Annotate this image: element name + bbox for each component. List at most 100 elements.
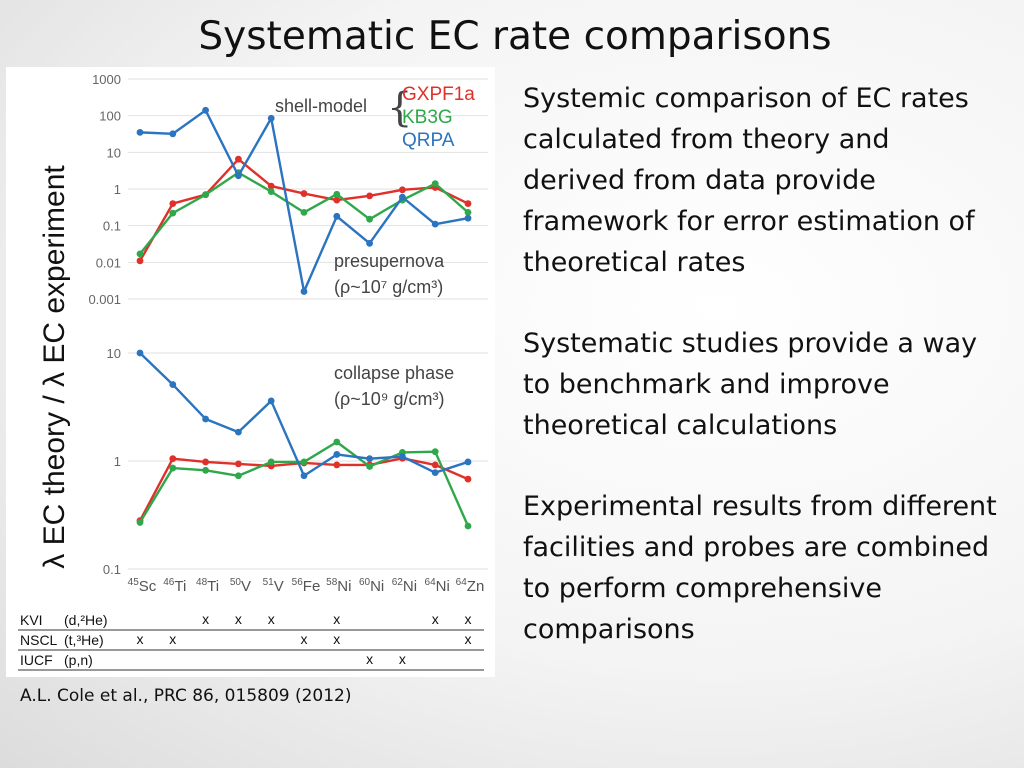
x-tick-label: 64Zn <box>456 577 485 595</box>
data-point-qrpa <box>431 220 439 228</box>
experiment-mark: x <box>333 631 340 647</box>
x-tick-label: 62Ni <box>392 577 417 595</box>
data-point-kb3g <box>333 190 341 198</box>
legend-entry-kb3g: KB3G <box>402 107 453 128</box>
x-tick-label: 48Ti <box>196 577 219 595</box>
data-point-qrpa <box>136 349 144 357</box>
experiment-probe: (d,²He) <box>64 612 108 628</box>
data-point-kb3g <box>333 438 341 446</box>
data-point-qrpa <box>267 114 275 122</box>
data-point-qrpa <box>235 428 242 436</box>
y-tick-label: 0.1 <box>103 562 121 577</box>
experiment-mark: x <box>137 631 144 647</box>
data-point-qrpa <box>366 455 373 463</box>
y-tick-label: 1 <box>114 182 121 197</box>
data-point-gxpf1a <box>267 182 275 190</box>
data-point-qrpa <box>300 472 308 480</box>
data-point-qrpa <box>267 397 275 405</box>
data-point-gxpf1a <box>169 455 177 463</box>
data-point-gxpf1a <box>464 200 472 207</box>
data-point-qrpa <box>366 239 373 247</box>
data-point-kb3g <box>300 209 308 216</box>
experiment-mark: x <box>465 611 472 627</box>
experiment-mark: x <box>399 651 406 667</box>
y-tick-label: 1 <box>114 454 121 469</box>
data-point-kb3g <box>169 464 177 472</box>
data-point-qrpa <box>333 451 341 458</box>
data-point-qrpa <box>169 130 177 138</box>
data-point-qrpa <box>136 128 144 136</box>
data-point-kb3g <box>267 458 275 466</box>
bullet-item: Experimental results from different faci… <box>523 491 997 645</box>
experiment-mark: x <box>366 651 373 667</box>
x-tick-label: 45Sc <box>128 577 157 595</box>
data-point-gxpf1a <box>300 190 308 197</box>
data-point-qrpa <box>464 458 472 466</box>
experiment-facility: IUCF <box>20 652 53 668</box>
bullet-item: Systemic comparison of EC rates calculat… <box>523 83 975 278</box>
data-point-gxpf1a <box>366 192 373 200</box>
x-tick-label: 64Ni <box>425 577 450 595</box>
slide-title: Systematic EC rate comparisons <box>198 14 832 59</box>
x-tick-label: 50V <box>230 577 251 595</box>
data-point-qrpa <box>399 453 406 460</box>
y-tick-label: 0.1 <box>103 219 121 234</box>
data-point-gxpf1a <box>464 475 472 483</box>
ec-rate-figure: 1000 100 10 1 0.1 0.01 0.001 presupernova (ρ~10⁷… <box>6 67 495 677</box>
data-point-kb3g <box>366 215 373 223</box>
experiment-mark: x <box>268 611 275 627</box>
ec-rate-chart: 1000 100 10 1 0.1 0.01 0.001 presupernova (ρ~10⁷… <box>18 72 488 671</box>
x-tick-label: 58Ni <box>326 577 351 595</box>
data-point-gxpf1a <box>333 196 341 204</box>
data-point-gxpf1a <box>399 186 406 194</box>
data-point-qrpa <box>235 172 242 180</box>
experiment-mark: x <box>235 611 242 627</box>
y-axis-label: λ EC theory / λ EC experiment <box>38 165 71 569</box>
data-point-qrpa <box>333 212 341 220</box>
y-tick-label: 1000 <box>92 72 121 87</box>
data-point-kb3g <box>202 466 210 474</box>
panel-label: collapse phase <box>334 363 454 383</box>
data-point-kb3g <box>300 458 308 466</box>
experiment-facility: KVI <box>20 612 43 628</box>
data-point-kb3g <box>202 191 210 199</box>
data-point-kb3g <box>431 448 439 456</box>
data-point-qrpa <box>169 381 177 388</box>
data-point-qrpa <box>202 415 210 423</box>
experiment-facility: NSCL <box>20 632 58 648</box>
panel-label: presupernova <box>334 251 445 271</box>
data-point-gxpf1a <box>431 461 439 469</box>
data-point-gxpf1a <box>202 458 210 466</box>
data-point-gxpf1a <box>235 460 242 468</box>
x-tick-label: 56Fe <box>292 577 321 595</box>
data-point-qrpa <box>431 469 439 477</box>
y-tick-label: 0.001 <box>88 292 121 307</box>
legend-entry-gxpf1a: GXPF1a <box>402 84 475 105</box>
y-tick-label: 10 <box>107 346 121 361</box>
experiment-mark: x <box>202 611 209 627</box>
panel-sublabel: (ρ~10⁹ g/cm³) <box>334 389 444 409</box>
data-point-gxpf1a <box>333 461 341 469</box>
data-point-qrpa <box>202 106 210 114</box>
bullet-list: Systemic comparison of EC rates calculat… <box>523 78 998 690</box>
experiment-mark: x <box>465 631 472 647</box>
data-point-qrpa <box>300 288 308 295</box>
data-point-qrpa <box>399 193 406 201</box>
experiment-probe: (t,³He) <box>64 632 104 648</box>
y-tick-label: 0.01 <box>96 255 121 270</box>
legend-entry-qrpa: QRPA <box>402 130 455 151</box>
y-tick-label: 10 <box>107 145 121 160</box>
data-point-gxpf1a <box>235 155 242 163</box>
data-point-kb3g <box>464 522 472 530</box>
data-point-kb3g <box>431 180 439 188</box>
data-point-kb3g <box>136 250 144 258</box>
data-point-qrpa <box>464 214 472 222</box>
experiment-mark: x <box>169 631 176 647</box>
data-point-kb3g <box>235 472 242 480</box>
legend-brace: { <box>387 85 412 131</box>
panel-sublabel: (ρ~10⁷ g/cm³) <box>334 277 443 297</box>
data-point-gxpf1a <box>169 200 177 207</box>
x-tick-label: 60Ni <box>359 577 384 595</box>
bullet-item: Systematic studies provide a way to benc… <box>523 328 978 441</box>
legend-group-label: shell-model <box>275 96 367 116</box>
